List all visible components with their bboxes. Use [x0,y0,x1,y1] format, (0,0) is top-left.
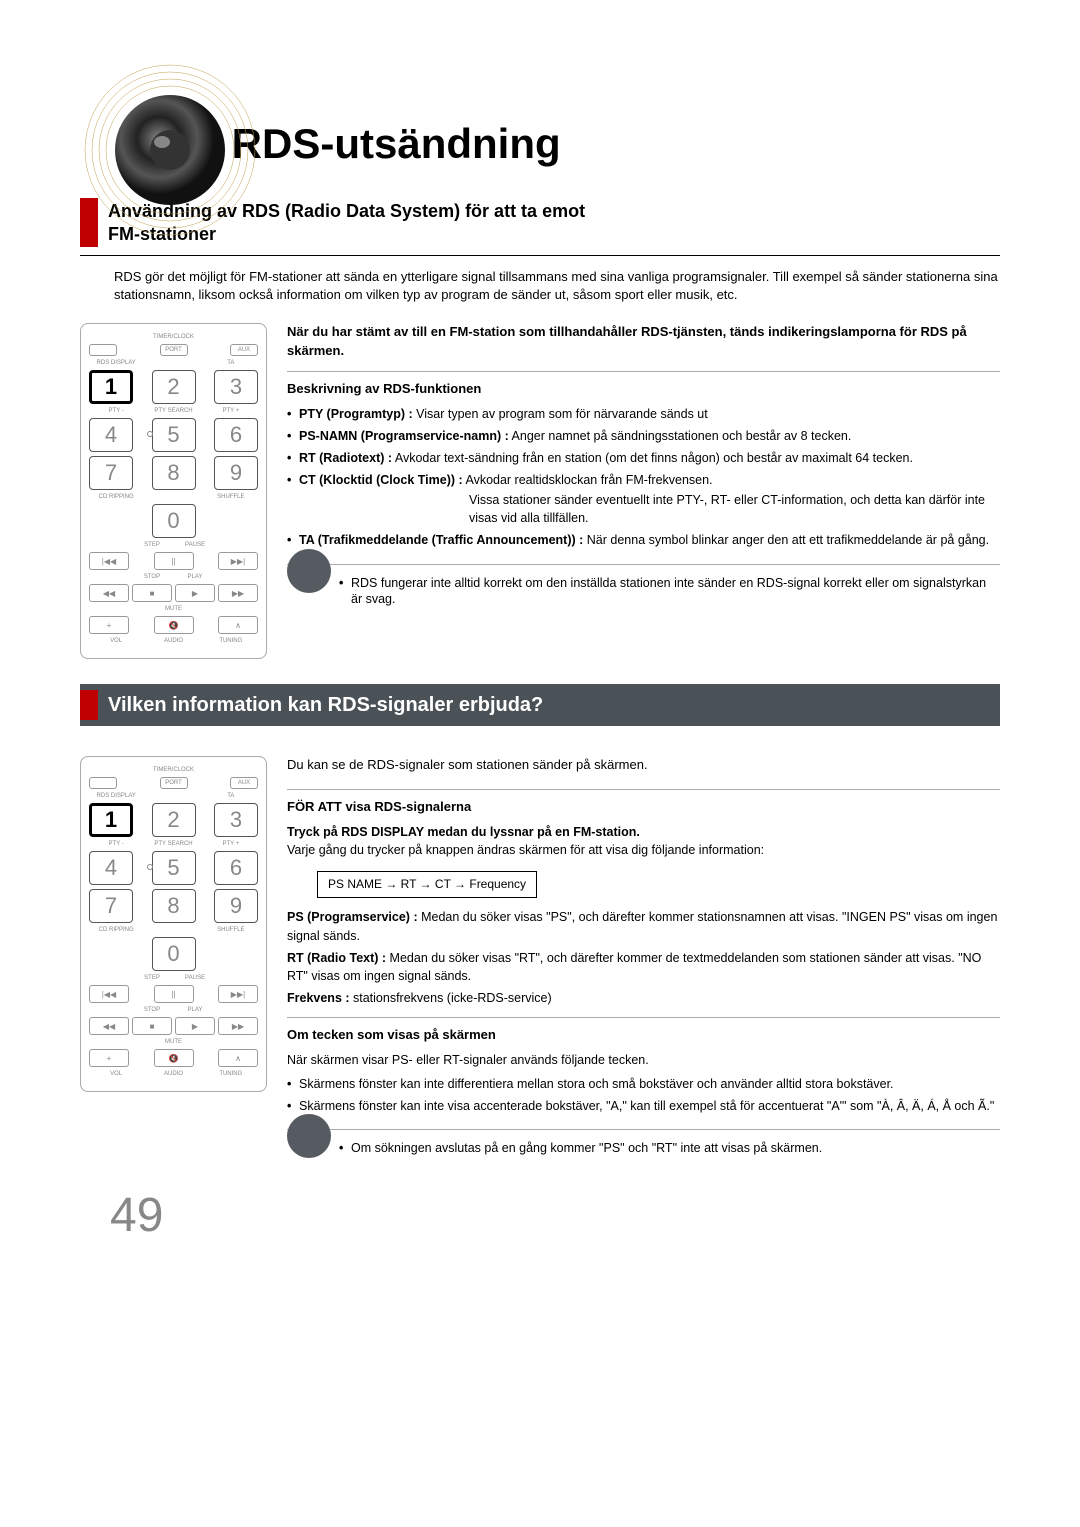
rt-line: RT (Radio Text) : Medan du söker visas "… [287,949,1000,985]
section1-text: När du har stämt av till en FM-station s… [287,323,1000,659]
list-item: TA (Trafikmeddelande (Traffic Announceme… [287,531,1000,549]
remote-image-1: TIMER/CLOCK PORTAUX RDS DISPLAYTA 123 PT… [80,323,267,659]
sub-heading-1: Beskrivning av RDS-funktionen [287,371,1000,399]
list-item: PS-NAMN (Programservice-namn) : Anger na… [287,427,1000,445]
page-title: Om RDS-utsändning [150,60,1000,168]
section2-intro: Du kan se de RDS-signaler som stationen … [287,756,1000,775]
red-accent [80,690,98,720]
note-2: Om sökningen avslutas på en gång kommer … [287,1129,1000,1158]
list-item: RT (Radiotext) : Avkodar text-sändning f… [287,449,1000,467]
list-item: Skärmens fönster kan inte differentiera … [287,1075,1000,1093]
note-icon [287,1114,331,1158]
note-icon [287,549,331,593]
list-item: PTY (Programtyp) : Visar typen av progra… [287,405,1000,423]
instruction: Tryck på RDS DISPLAY medan du lyssnar på… [287,823,1000,841]
section2-content: TIMER/CLOCK PORTAUX RDS DISPLAYTA 123 PT… [80,756,1000,1158]
lead-text: När du har stämt av till en FM-station s… [287,323,1000,361]
ps-line: PS (Programservice) : Medan du söker vis… [287,908,1000,944]
divider [80,255,1000,256]
rds-function-list: PTY (Programtyp) : Visar typen av progra… [287,405,1000,550]
instruction2: Varje gång du trycker på knappen ändras … [287,841,1000,859]
list-item: Skärmens fönster kan inte visa accentera… [287,1097,1000,1115]
header: Om RDS-utsändning [80,60,1000,168]
section1-intro: RDS gör det möjligt för FM-stationer att… [114,268,1000,303]
page-number: 49 [110,1188,1000,1243]
char-bullets: Skärmens fönster kan inte differentiera … [287,1075,1000,1115]
section2-text: Du kan se de RDS-signaler som stationen … [287,756,1000,1158]
flow-sequence: PS NAME → RT → CT → Frequency [317,871,537,898]
freq-line: Frekvens : stationsfrekvens (icke-RDS-se… [287,989,1000,1007]
section2-title: Vilken information kan RDS-signaler erbj… [108,691,543,720]
chars-intro: När skärmen visar PS- eller RT-signaler … [287,1051,1000,1069]
sub-heading-show: FÖR ATT visa RDS-signalerna [287,789,1000,817]
remote-image-2: TIMER/CLOCK PORTAUX RDS DISPLAYTA 123 PT… [80,756,267,1158]
list-item: CT (Klocktid (Clock Time)) : Avkodar rea… [287,471,1000,527]
section1-content: TIMER/CLOCK PORTAUX RDS DISPLAYTA 123 PT… [80,323,1000,659]
note-1: RDS fungerar inte alltid korrekt om den … [287,564,1000,609]
speaker-decorative-icon [80,60,260,240]
section2-header: Vilken information kan RDS-signaler erbj… [80,684,1000,726]
sub-heading-chars: Om tecken som visas på skärmen [287,1017,1000,1045]
